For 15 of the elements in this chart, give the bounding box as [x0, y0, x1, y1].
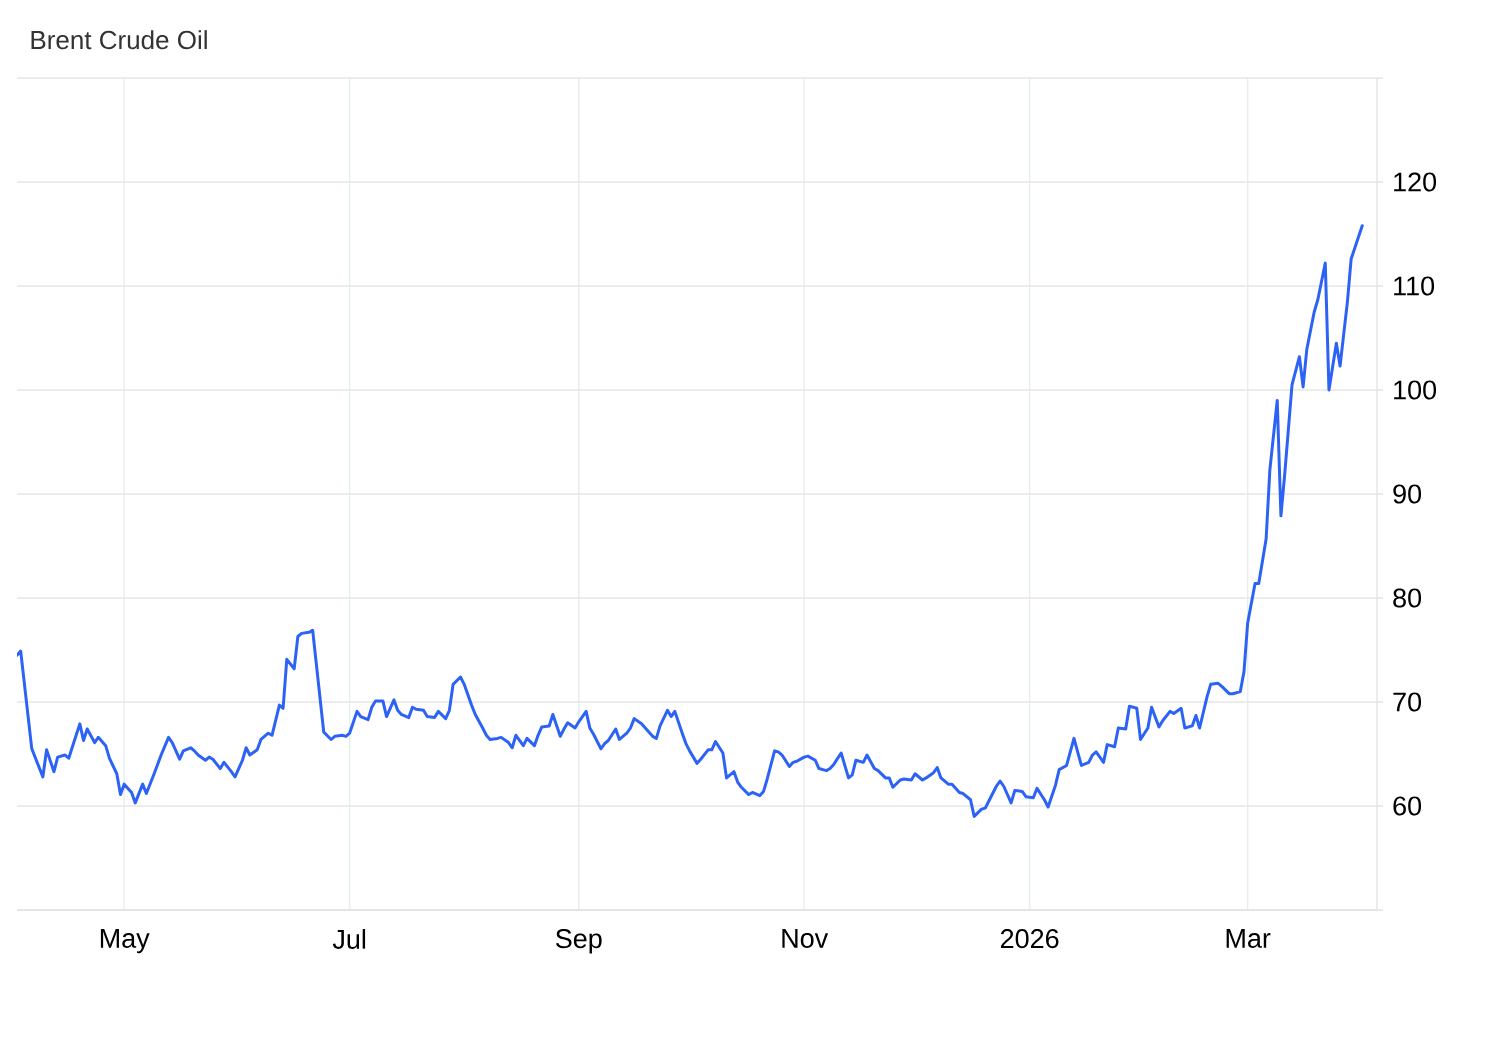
y-tick-label: 120: [1394, 172, 1437, 192]
chart-title: Brent Crude Oil: [31, 30, 207, 50]
y-tick-label: 60: [1393, 796, 1422, 816]
x-tick-label: May: [100, 929, 150, 954]
y-tick-label: 80: [1393, 588, 1422, 608]
x-tick-label: Sep: [555, 929, 602, 954]
x-tick-label: Nov: [782, 929, 829, 948]
x-tick-label: Mar: [1226, 929, 1271, 948]
y-tick-label: 70: [1393, 692, 1422, 712]
x-tick-label: 2026: [1000, 929, 1059, 949]
y-tick-label: 100: [1394, 380, 1437, 400]
y-tick-label: 90: [1393, 484, 1422, 504]
y-tick-label: 110: [1394, 276, 1435, 296]
line-series: [17, 224, 1364, 818]
x-tick-label: Jul: [332, 929, 366, 949]
